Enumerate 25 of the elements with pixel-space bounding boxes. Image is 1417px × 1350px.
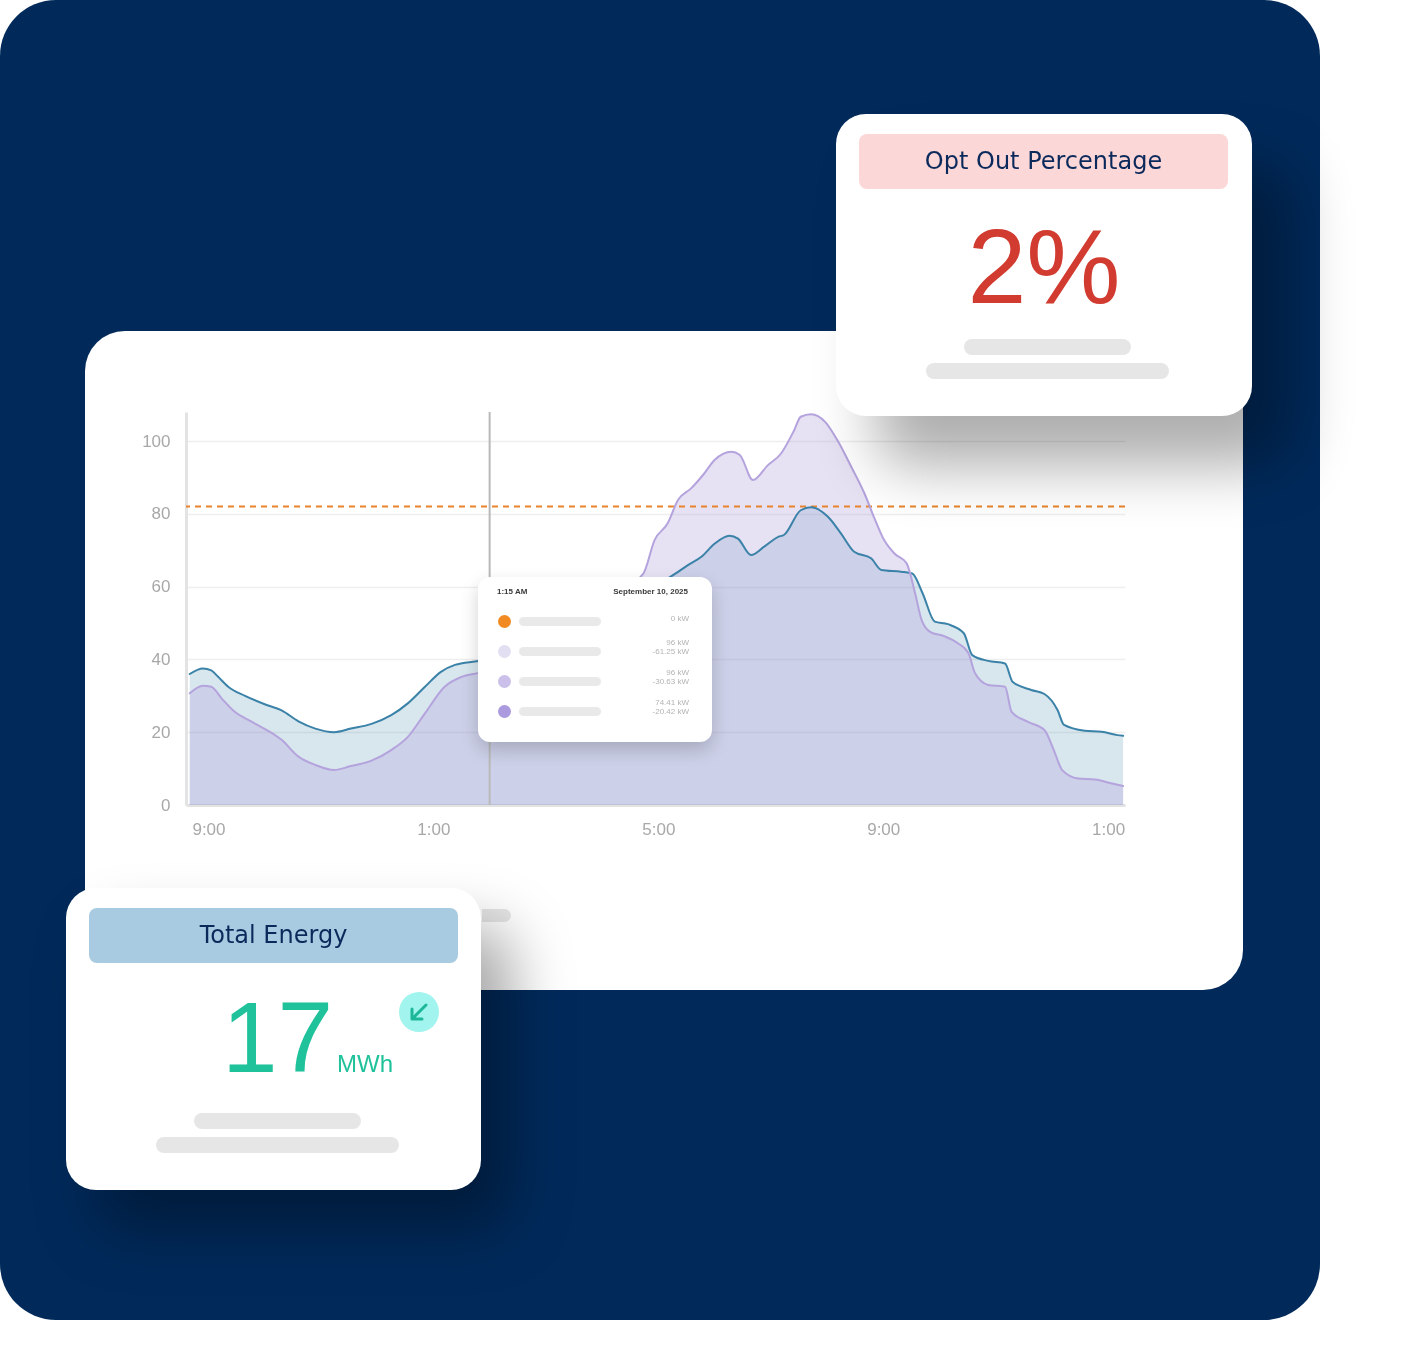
x-tick-label: 5:00 [642, 819, 676, 839]
text: 17 [221, 981, 334, 1094]
x-tick-label: 1:00 [1092, 819, 1126, 839]
annotation: September 10, 2025 [613, 587, 688, 596]
text: MWh [337, 1050, 394, 1078]
annotation: -61.25 kW [652, 647, 689, 657]
annotation: 96 kW [666, 667, 689, 677]
text: 2% [967, 207, 1121, 326]
annotation: -20.42 kW [652, 707, 689, 717]
y-tick-label: 100 [142, 431, 171, 451]
y-tick-label: 80 [151, 504, 171, 524]
y-tick-label: 20 [151, 722, 171, 742]
text: Total Energy [199, 921, 348, 950]
annotation: 0 kW [670, 614, 689, 623]
x-tick-label: 1:00 [417, 819, 451, 839]
y-tick-label: 60 [151, 577, 171, 597]
annotation: -30.63 kW [652, 677, 689, 687]
annotation: 74.41 kW [655, 697, 689, 707]
y-tick-label: 0 [161, 795, 171, 815]
annotation: 96 kW [666, 637, 689, 647]
x-tick-label: 9:00 [192, 819, 226, 839]
x-tick-label: 9:00 [867, 819, 901, 839]
y-tick-label: 40 [151, 649, 171, 669]
text: Opt Out Percentage [924, 147, 1163, 176]
annotation: 1:15 AM [497, 587, 528, 596]
